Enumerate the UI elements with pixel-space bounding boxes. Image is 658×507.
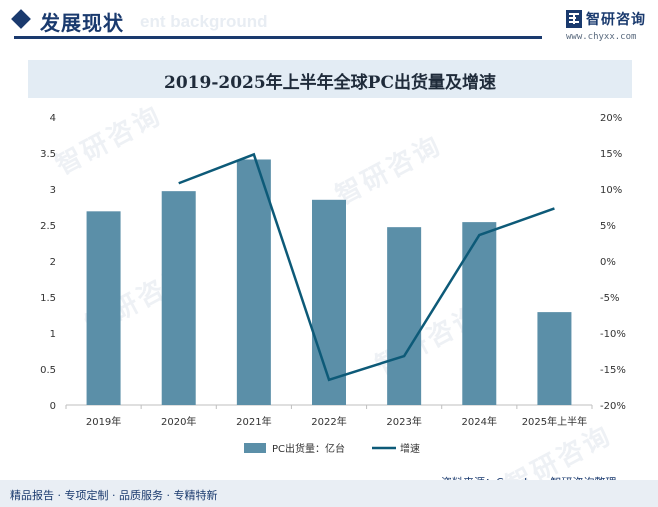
header-rule: [14, 36, 542, 39]
footer-bar: 精品报告 · 专项定制 · 品质服务 · 专精特新: [0, 480, 658, 507]
growth-line: [178, 152, 555, 382]
bar: [312, 199, 346, 405]
y-right-tick-label: 15%: [600, 149, 622, 160]
y-right-tick-label: -15%: [600, 365, 626, 376]
y-left-tick-label: 1.5: [40, 293, 56, 304]
y-right-tick-label: 20%: [600, 113, 622, 124]
brand-logo-icon: [566, 10, 582, 28]
brand-logo: 智研咨询 www.chyxx.com: [560, 8, 652, 44]
y-left-tick-label: 1: [50, 329, 56, 340]
footer-tagline: 精品报告 · 专项定制 · 品质服务 · 专精特新: [10, 489, 218, 502]
brand-name: 智研咨询: [586, 12, 646, 28]
y-right-tick-label: 10%: [600, 185, 622, 196]
legend-bar-swatch: [244, 443, 266, 453]
bar: [236, 159, 271, 405]
y-left-tick-label: 2: [50, 257, 56, 268]
x-tick-label: 2024年: [462, 415, 497, 428]
y-right-tick-label: -5%: [600, 293, 619, 304]
x-tick-label: 2022年: [311, 415, 346, 428]
y-left-tick-label: 0.5: [40, 365, 56, 376]
section-title: 发展现状: [40, 11, 124, 35]
chart-title-banner: 2019-2025年上半年全球PC出货量及增速: [28, 60, 632, 98]
bar: [86, 211, 121, 405]
y-right-tick-label: -20%: [600, 401, 626, 412]
legend-line-label: 增速: [400, 442, 420, 455]
bar: [161, 191, 196, 405]
brand-url: www.chyxx.com: [566, 32, 637, 42]
x-tick-label: 2021年: [236, 415, 271, 428]
chart-title: 2019-2025年上半年全球PC出货量及增速: [164, 73, 496, 93]
x-tick-label: 2023年: [386, 415, 421, 428]
x-tick-label: 2020年: [161, 415, 196, 428]
y-left-tick-label: 0: [50, 401, 56, 412]
y-right-tick-label: 5%: [600, 221, 616, 232]
header-ghost-text: ent background: [140, 12, 268, 31]
y-left-tick-label: 3: [50, 185, 56, 196]
x-tick-label: 2019年: [86, 415, 121, 428]
bar: [387, 227, 422, 405]
y-right-tick-label: -10%: [600, 329, 626, 340]
x-tick-label: 2025年上半年: [522, 415, 587, 428]
bar: [462, 222, 497, 405]
section-header: ent background 发展现状: [0, 0, 658, 44]
legend-bar-label: PC出货量：亿台: [272, 442, 345, 455]
y-right-tick-label: 0%: [600, 257, 616, 268]
y-left-tick-label: 2.5: [40, 221, 56, 232]
y-left-tick-label: 4: [50, 113, 56, 124]
y-left-tick-label: 3.5: [40, 149, 56, 160]
bar: [537, 312, 572, 405]
